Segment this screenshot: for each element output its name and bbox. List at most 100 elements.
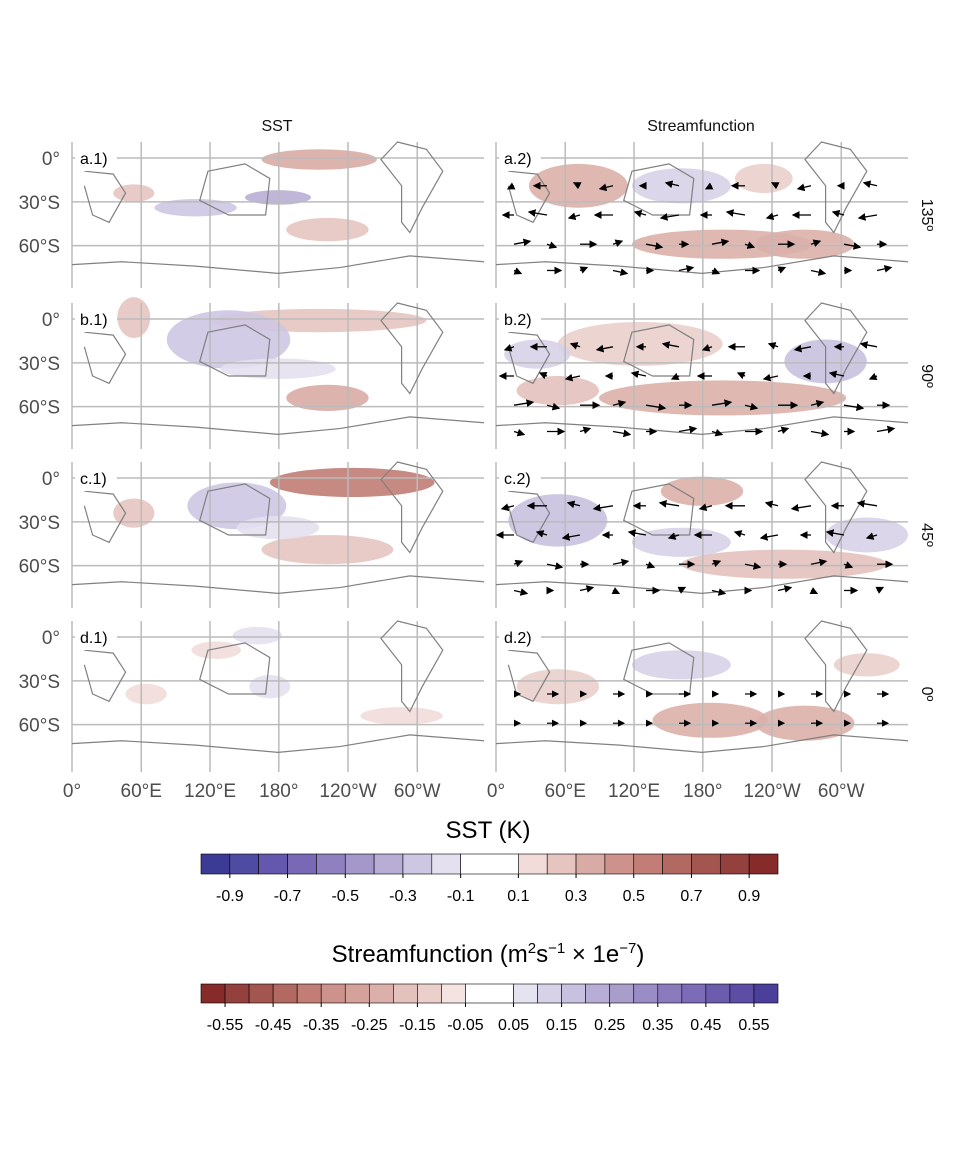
panel-label-box xyxy=(75,465,117,491)
coastline-africa xyxy=(83,649,127,703)
colorbar-swatch xyxy=(402,853,433,875)
colorbar-swatch xyxy=(224,983,250,1004)
colorbar-tick-label: 0.1 xyxy=(507,888,529,905)
map-panel-d-2: d.2) xyxy=(495,620,909,767)
streamfunction-colorbar-swatches xyxy=(200,983,779,1004)
lat-tick-label: 0° xyxy=(42,310,60,331)
coastline-south-america xyxy=(380,461,444,554)
panel-label-box xyxy=(499,624,541,650)
coastline-antarctica xyxy=(71,255,485,275)
coastline-antarctica xyxy=(495,416,909,436)
lon-tick-label: 120°E xyxy=(184,781,236,802)
colorbar-swatch xyxy=(513,983,538,1004)
sst-colorbar-title: SST (K) xyxy=(446,817,531,844)
map-panels: a.1) a.2) b.1) b.2) c.1) c.2) d.1) d.2) xyxy=(71,141,909,767)
colorbar-tick-label: -0.15 xyxy=(399,1017,436,1034)
coastline-south-america xyxy=(804,302,868,395)
colorbar-swatch xyxy=(604,853,635,875)
coastline-australia xyxy=(623,163,695,216)
panel-label-box xyxy=(75,306,117,332)
anomaly-shading xyxy=(504,339,571,369)
colorbar-swatch xyxy=(368,983,394,1004)
panel-label-box xyxy=(75,145,117,171)
lon-tick-label: 180° xyxy=(259,781,298,802)
row-label: 0º xyxy=(918,687,935,702)
wind-vectors xyxy=(514,690,890,727)
lon-tick-label: 0° xyxy=(487,781,505,802)
lon-tick-label: 0° xyxy=(63,781,81,802)
coastline-antarctica xyxy=(71,575,485,595)
anomaly-shading xyxy=(113,498,155,528)
lon-tick-label: 120°E xyxy=(608,781,660,802)
colorbar-swatch xyxy=(662,853,692,875)
panel-label: d.1) xyxy=(80,630,108,647)
anomaly-shading xyxy=(516,669,599,705)
colorbar-swatch xyxy=(460,853,519,875)
anomaly-shading xyxy=(113,184,155,202)
coastline-australia xyxy=(623,483,695,536)
colorbar-swatch xyxy=(441,983,466,1004)
lat-tick-label: 0° xyxy=(42,149,60,170)
panel-label-box xyxy=(499,145,541,171)
colorbar-tick-label: -0.3 xyxy=(389,888,417,905)
colorbar-swatch xyxy=(633,853,663,875)
coastline-south-america xyxy=(380,620,444,713)
coastline-south-america xyxy=(804,461,868,554)
coastline-africa xyxy=(507,649,551,703)
colorbar-swatch xyxy=(258,853,288,875)
coastline-south-america xyxy=(804,620,868,713)
coastline-africa xyxy=(507,331,551,385)
anomaly-shading xyxy=(508,494,608,547)
colorbar-tick-label: 0.7 xyxy=(680,888,702,905)
coastline-south-america xyxy=(380,141,444,234)
anomaly-shading xyxy=(755,705,855,741)
colorbar-swatch xyxy=(518,853,548,875)
lat-tick-label: 30°S xyxy=(19,513,60,534)
colorbar-swatch xyxy=(748,853,779,875)
coastline-australia xyxy=(199,483,271,536)
colorbar-swatch xyxy=(575,853,606,875)
colorbar-swatch xyxy=(657,983,683,1004)
lon-tick-label: 120°W xyxy=(743,781,800,802)
map-panel-c-1: c.1) xyxy=(71,461,485,608)
colorbar-swatch xyxy=(561,983,586,1004)
lat-tick-label: 30°S xyxy=(19,354,60,375)
panel-label: b.1) xyxy=(80,312,108,329)
anomaly-shading xyxy=(660,476,744,506)
panel-label: a.2) xyxy=(504,151,532,168)
colorbar-swatch xyxy=(585,983,611,1004)
colorbar-tick-label: -0.5 xyxy=(331,888,359,905)
lat-tick-label: 60°S xyxy=(19,398,60,419)
colorbar-swatch xyxy=(200,983,226,1004)
colorbar-swatch xyxy=(393,983,418,1004)
lat-tick-label: 60°S xyxy=(19,237,60,258)
coastline-africa xyxy=(83,170,127,224)
colorbar-swatch xyxy=(344,983,370,1004)
lon-tick-label: 60°W xyxy=(818,781,865,802)
panel-label: c.1) xyxy=(80,471,107,488)
anomaly-shading xyxy=(166,310,291,369)
wind-vectors xyxy=(498,341,896,438)
colorbar-tick-label: -0.05 xyxy=(447,1017,484,1034)
colorbar-swatch xyxy=(417,983,442,1004)
coastline-south-america xyxy=(380,302,444,395)
panel-label: d.2) xyxy=(504,630,532,647)
anomaly-shading xyxy=(232,626,283,645)
panel-label: b.2) xyxy=(504,312,532,329)
panel-label: a.1) xyxy=(80,151,108,168)
colorbar-swatch xyxy=(633,983,659,1004)
coastline-antarctica xyxy=(495,255,909,275)
coastline-antarctica xyxy=(71,734,485,754)
coastline-antarctica xyxy=(495,575,909,595)
anomaly-shading xyxy=(825,517,908,553)
colorbar-tick-label: -0.9 xyxy=(216,888,244,905)
row-label: 135º xyxy=(918,199,935,232)
anomaly-shading xyxy=(236,516,320,540)
colorbar-tick-label: 0.5 xyxy=(623,888,645,905)
row-label: 90º xyxy=(918,364,935,388)
colorbar-swatch xyxy=(719,853,750,875)
column-title-sst: SST xyxy=(261,118,292,135)
colorbar-swatch xyxy=(681,983,707,1004)
colorbar-tick-label: -0.45 xyxy=(255,1017,292,1034)
colorbar-swatch xyxy=(272,983,298,1004)
